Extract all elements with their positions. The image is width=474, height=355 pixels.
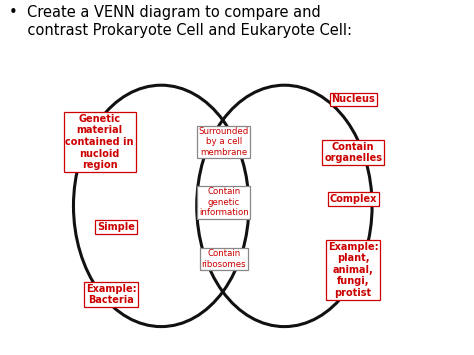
Text: Complex: Complex [329, 194, 377, 204]
Text: Simple: Simple [97, 222, 135, 232]
Text: Contain
ribosomes: Contain ribosomes [201, 250, 246, 269]
Text: Example:
Bacteria: Example: Bacteria [86, 284, 137, 305]
Text: Contain
organelles: Contain organelles [324, 142, 382, 163]
Text: contrast Prokaryote Cell and Eukaryote Cell:: contrast Prokaryote Cell and Eukaryote C… [9, 23, 353, 38]
Text: •  Create a VENN diagram to compare and: • Create a VENN diagram to compare and [9, 5, 321, 20]
Text: Example:
plant,
animal,
fungi,
protist: Example: plant, animal, fungi, protist [328, 242, 378, 298]
Text: Genetic
material
contained in
nucloid
region: Genetic material contained in nucloid re… [65, 114, 134, 170]
Text: Nucleus: Nucleus [331, 94, 375, 104]
Text: Surrounded
by a cell
membrane: Surrounded by a cell membrane [199, 127, 249, 157]
Text: Contain
genetic
information: Contain genetic information [199, 187, 248, 217]
